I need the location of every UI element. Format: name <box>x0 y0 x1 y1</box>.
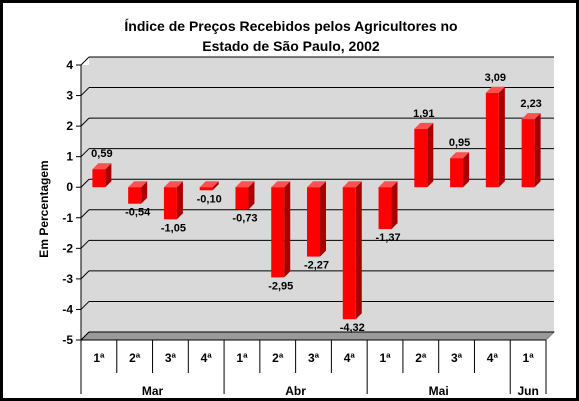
y-tick-label: 3 <box>66 89 73 103</box>
data-label: -0,54 <box>125 207 151 219</box>
bar-side <box>355 181 362 320</box>
bar <box>199 187 213 191</box>
bar-top <box>414 122 434 129</box>
gridline-depth <box>80 87 90 96</box>
bar-side <box>463 152 470 188</box>
gridline-depth <box>80 148 90 158</box>
bar-top <box>163 181 183 188</box>
x-tick-label: 1ª <box>379 351 391 365</box>
data-label: 0,59 <box>91 148 112 160</box>
data-label: -2,27 <box>304 260 329 272</box>
gridline-depth <box>80 117 90 127</box>
bar <box>163 187 177 220</box>
bar-top <box>92 163 112 170</box>
x-tick-label: 3ª <box>308 351 320 365</box>
x-tick-label: 1ª <box>236 351 248 365</box>
bar-top <box>342 181 362 188</box>
bar-side <box>105 163 112 188</box>
y-tick-label: 2 <box>66 119 73 133</box>
y-tick-label: 4 <box>66 58 73 72</box>
y-tick-label: 1 <box>66 150 73 164</box>
x-tick-label: 3ª <box>165 351 177 365</box>
bar-top <box>378 181 398 188</box>
bar <box>235 187 249 210</box>
x-group-label: Mai <box>429 384 449 398</box>
bar-side <box>212 181 219 191</box>
y-tick-label: -2 <box>62 241 73 255</box>
data-label: 3,09 <box>485 72 506 84</box>
x-group-label: Mar <box>142 384 164 398</box>
x-tick-label: 2ª <box>415 351 427 365</box>
x-tick-label: 1ª <box>93 351 105 365</box>
bar-top <box>307 181 326 188</box>
y-tick-label: 0 <box>66 180 73 194</box>
x-tick-label: 2ª <box>129 351 141 365</box>
bar <box>271 187 285 278</box>
bar <box>485 92 499 188</box>
data-label: 2,23 <box>520 98 541 110</box>
x-tick-label: 3ª <box>451 351 463 365</box>
x-tick-label: 4ª <box>344 351 356 365</box>
bar-top <box>485 86 505 93</box>
data-label: -1,37 <box>375 232 400 244</box>
bar <box>92 169 106 188</box>
bar-side <box>176 181 183 220</box>
bar-side <box>534 113 541 188</box>
data-label: -0,73 <box>232 213 257 225</box>
gridline-depth <box>80 270 90 280</box>
y-tick-label: -5 <box>62 333 73 347</box>
chart-title-line-2: Estado de São Paulo, 2002 <box>202 38 380 54</box>
data-label: -1,05 <box>161 222 186 234</box>
gridline-depth <box>80 178 90 188</box>
bar-top <box>235 181 255 188</box>
bar-chart: Índice de Preços Recebidos pelos Agricul… <box>37 18 556 398</box>
x-tick-label: 4ª <box>487 351 499 365</box>
bar-top <box>521 113 541 120</box>
bar-top <box>450 152 470 159</box>
gridline-depth <box>80 331 90 341</box>
bar <box>378 187 392 230</box>
bar-side <box>320 181 326 257</box>
bar <box>450 158 464 188</box>
plot-floor <box>79 331 556 341</box>
y-axis-label: Em Percentagem <box>37 160 51 257</box>
y-tick-label: -4 <box>62 302 73 316</box>
bar-side <box>391 181 398 230</box>
y-tick-label: -3 <box>62 272 73 286</box>
y-tick-label: -1 <box>62 211 73 225</box>
bar <box>307 187 320 257</box>
gridline-depth <box>80 56 90 66</box>
gridline-depth <box>80 239 90 249</box>
x-tick-label: 1ª <box>523 351 535 365</box>
bar <box>128 187 142 204</box>
gridline-depth <box>80 209 90 219</box>
bar-top <box>199 181 219 188</box>
x-tick-label: 2ª <box>272 351 284 365</box>
bar-side <box>141 181 148 204</box>
chart-title-line-1: Índice de Preços Recebidos pelos Agricul… <box>124 18 457 34</box>
bar <box>414 128 428 188</box>
bar-top <box>271 181 291 188</box>
bar-top <box>128 181 148 188</box>
x-group-label: Abr <box>285 384 306 398</box>
bar-side <box>427 122 434 188</box>
bar <box>521 119 535 188</box>
bar <box>342 187 356 320</box>
data-label: -4,32 <box>340 322 365 334</box>
data-label: 0,95 <box>449 137 470 149</box>
x-group-label: Jun <box>517 384 538 398</box>
data-label: -0,10 <box>197 193 222 205</box>
x-tick-label: 4ª <box>201 351 213 365</box>
gridline-depth <box>80 301 90 310</box>
bar-side <box>248 181 255 210</box>
data-label: -2,95 <box>268 280 293 292</box>
bar-side <box>284 181 291 278</box>
bar-side <box>498 86 505 188</box>
data-label: 1,91 <box>413 108 434 120</box>
